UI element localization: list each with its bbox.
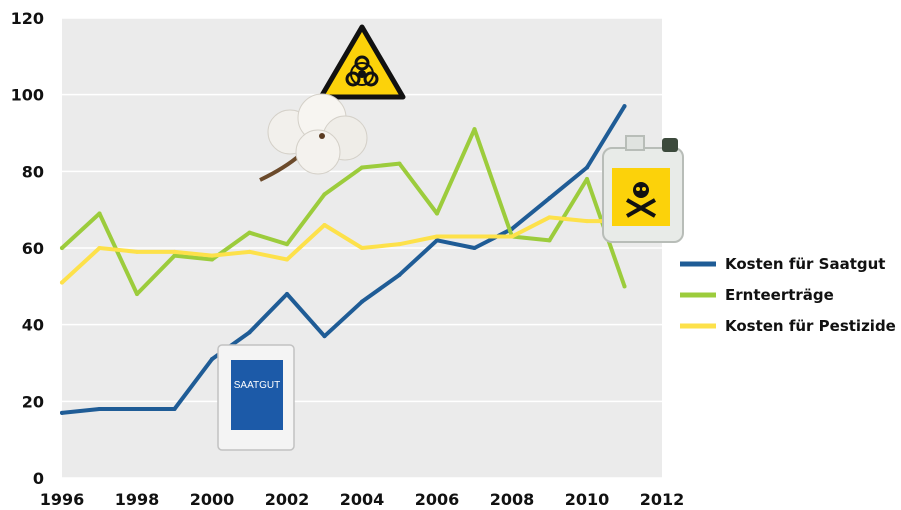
data-point [172,407,177,411]
data-point [360,165,364,170]
data-point [60,280,64,285]
data-point [397,242,402,247]
data-point [172,253,177,258]
data-point [210,357,214,362]
data-point [547,215,552,220]
data-point [247,330,252,335]
data-point [210,257,214,262]
y-tick-label: 40 [22,316,44,335]
data-point [60,410,64,415]
y-axis: 0 20 40 60 80 100 120 [11,9,44,488]
data-point [622,104,627,109]
data-point [135,292,139,296]
biohazard-icon [318,24,406,100]
data-point [135,249,139,254]
x-tick-label: 2004 [340,490,385,509]
data-point [547,238,552,243]
series-lines [60,104,627,415]
x-tick-label: 2010 [565,490,610,509]
data-point [285,292,289,296]
data-point [247,230,252,235]
data-point [472,246,477,250]
data-point [60,246,64,250]
data-point [285,242,289,247]
data-point [285,257,289,262]
data-point [360,299,364,304]
data-point [435,238,439,243]
y-tick-label: 80 [22,162,44,181]
data-point [547,196,552,201]
data-point [585,219,589,224]
data-point [322,334,327,339]
data-point [135,407,139,411]
data-point [622,284,627,289]
legend-label: Kosten für Saatgut [725,255,885,273]
data-point [585,165,589,170]
x-tick-label: 2000 [190,490,235,509]
series-line [60,215,627,285]
y-tick-label: 100 [11,86,44,105]
data-point [97,407,102,411]
data-point [172,249,177,254]
data-point [322,192,327,197]
y-tick-label: 20 [22,392,44,411]
y-tick-label: 0 [33,469,44,488]
y-tick-label: 60 [22,239,44,258]
y-tick-label: 120 [11,9,44,28]
data-point [510,234,514,239]
data-point [210,253,214,258]
x-tick-label: 1996 [40,490,85,509]
series-line [60,127,627,296]
series-line [60,104,627,415]
data-point [97,246,102,250]
legend: Kosten für Saatgut Ernteerträge Kosten für… [680,255,896,335]
data-point [435,234,439,239]
data-point [247,249,252,254]
x-tick-label: 2008 [490,490,535,509]
pesticide-canister-icon [602,135,684,243]
legend-label: Kosten für Pestizide [725,317,896,335]
data-point [97,211,102,216]
data-point [472,127,477,132]
data-point [322,223,327,227]
x-tick-label: 2006 [415,490,460,509]
x-tick-label: 1998 [115,490,160,509]
data-point [585,177,589,181]
seed-bag-icon: SAATGUT [217,344,295,451]
data-point [435,211,439,216]
data-point [397,161,402,166]
seed-bag-label: SAATGUT [234,380,280,391]
legend-label: Ernteerträge [725,286,834,304]
cotton-boll-icon [259,93,368,182]
data-point [472,234,477,239]
data-point [397,272,402,277]
x-tick-label: 2002 [265,490,310,509]
x-tick-label: 2012 [640,490,685,509]
x-axis: 1996 1998 2000 2002 2004 2006 2008 2010 2012 [40,490,685,509]
data-point [360,246,364,250]
